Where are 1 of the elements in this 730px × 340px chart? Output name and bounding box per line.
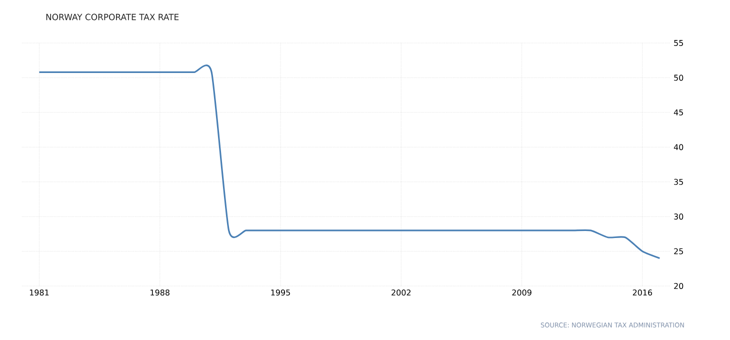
chart-title: NORWAY CORPORATE TAX RATE xyxy=(46,14,179,20)
